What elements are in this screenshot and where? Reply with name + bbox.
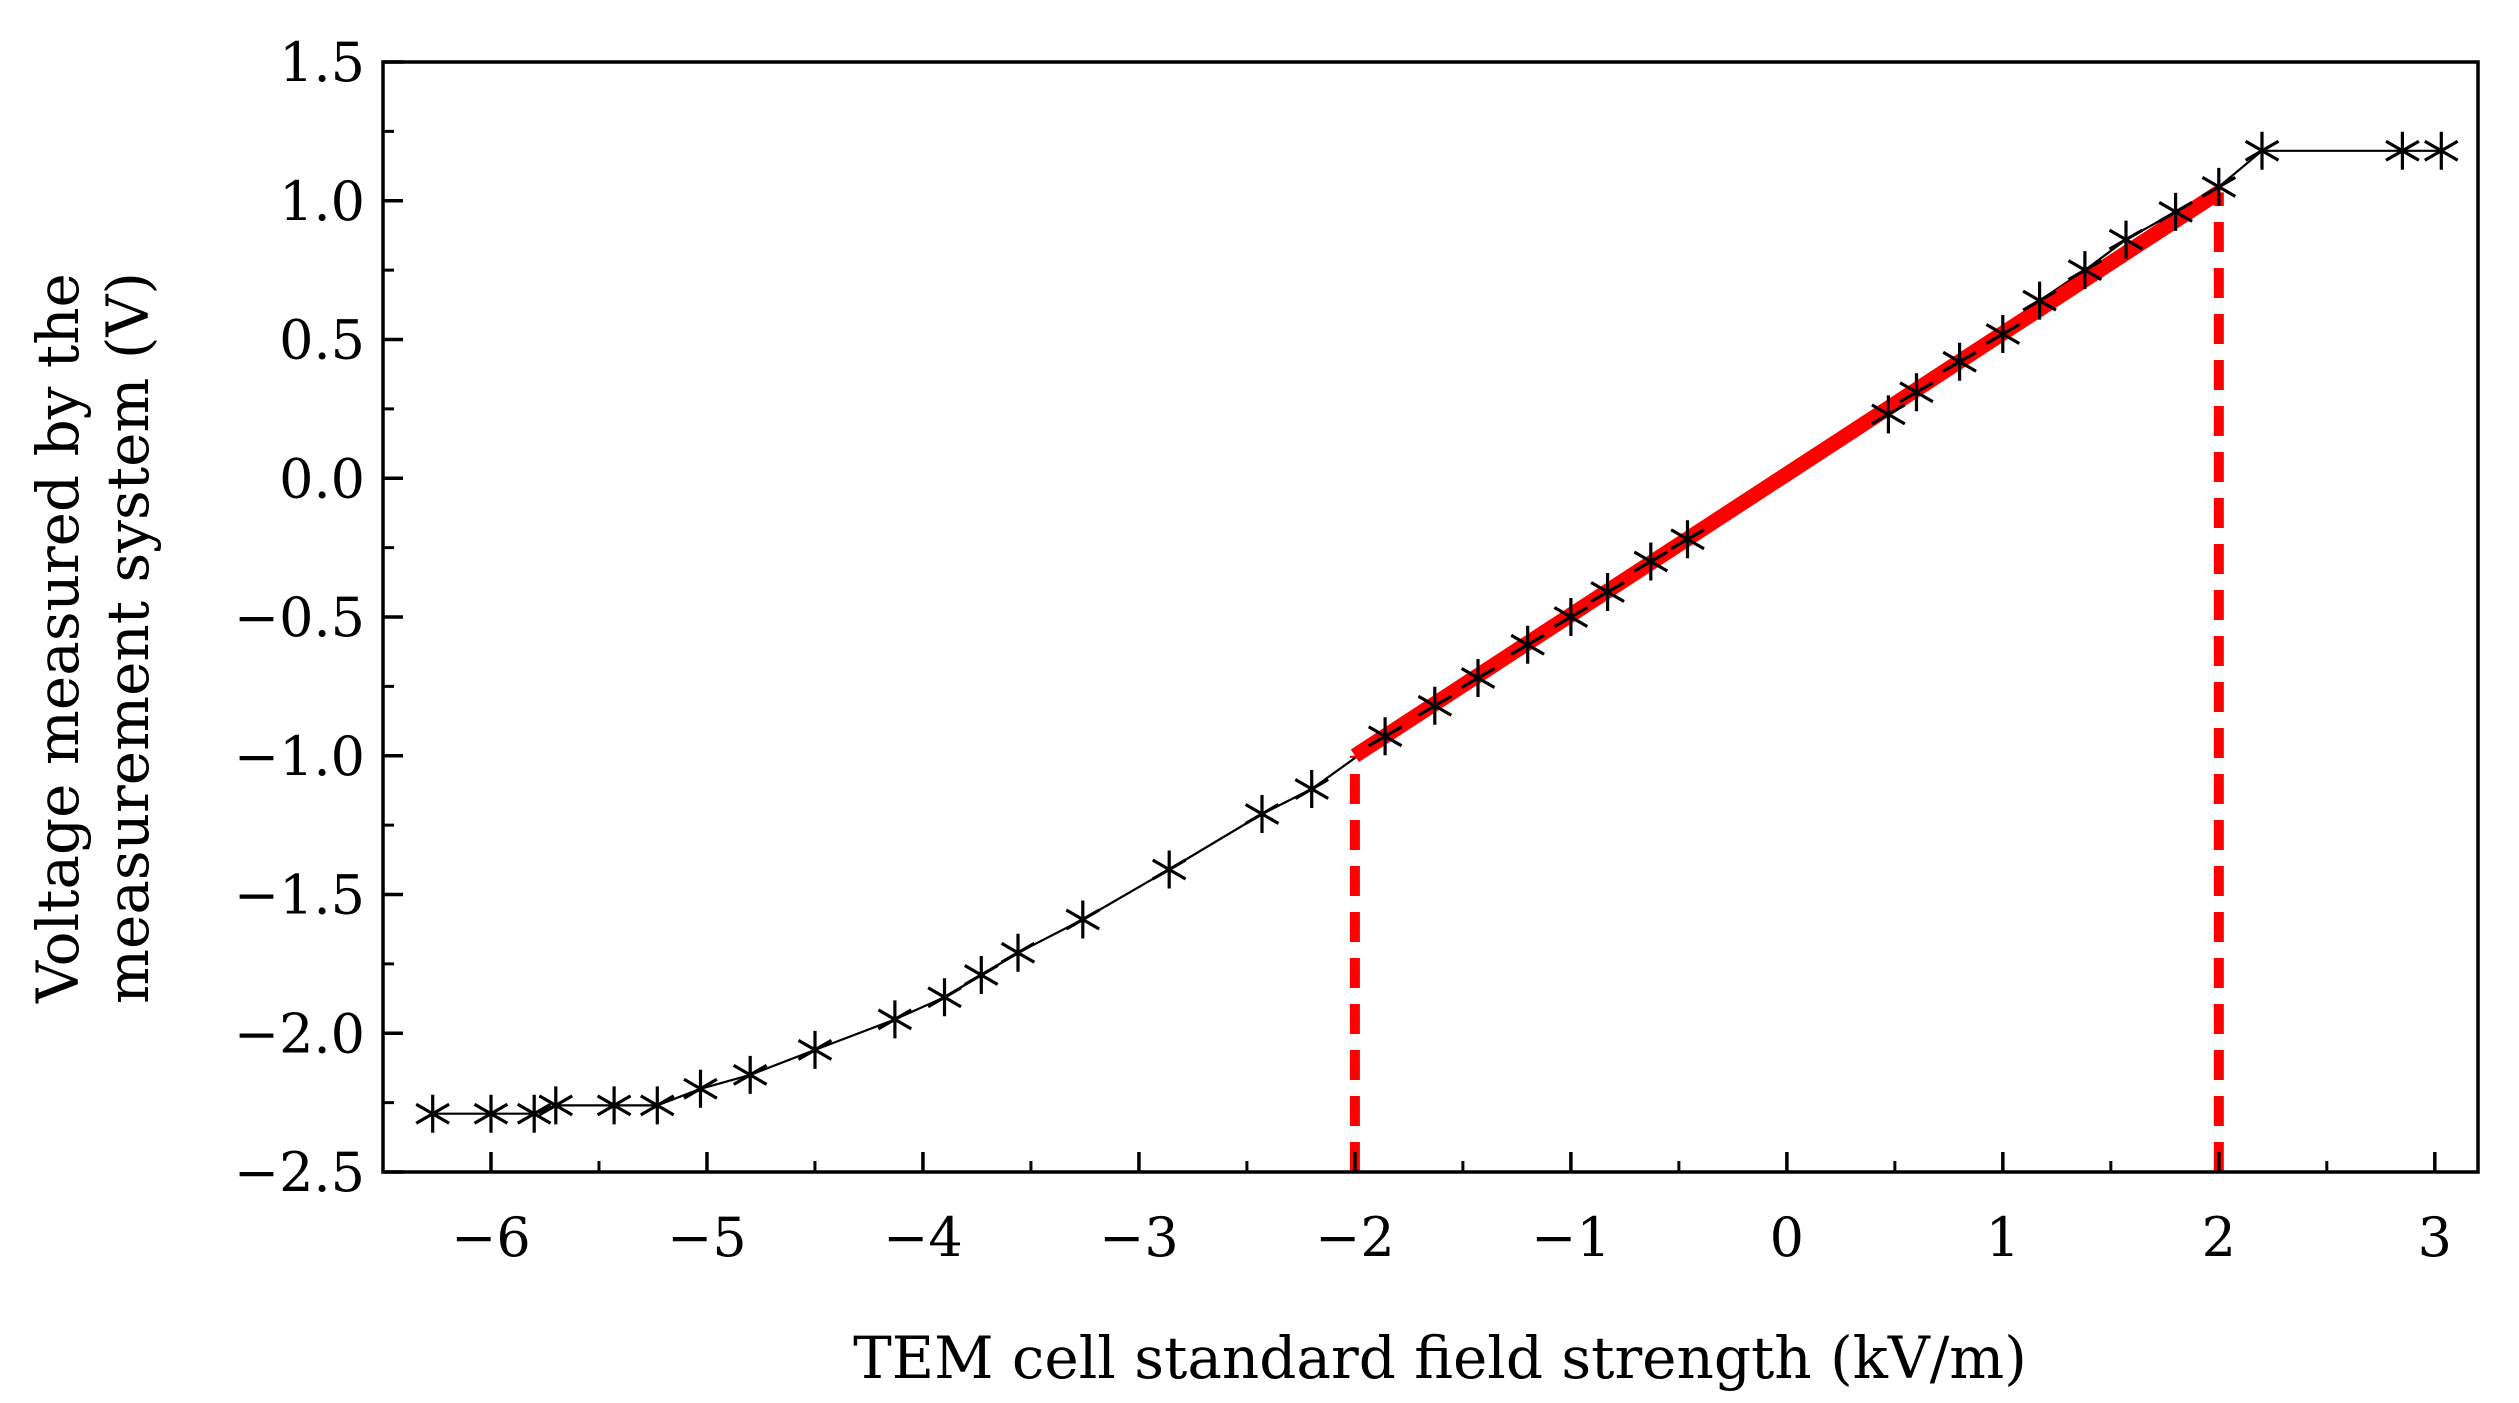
data-point xyxy=(683,1069,718,1108)
data-point xyxy=(1417,686,1453,725)
data-point xyxy=(1367,717,1403,756)
data-point xyxy=(797,1030,833,1069)
data-point xyxy=(927,978,962,1017)
y-axis-title-line-2: measurement system (V) xyxy=(94,272,162,1004)
x-tick-label: −6 xyxy=(451,1206,531,1269)
data-point xyxy=(877,1000,913,1039)
data-point xyxy=(1553,598,1589,636)
x-tick-label: 1 xyxy=(1986,1206,2020,1269)
data-point xyxy=(963,956,999,994)
data-point xyxy=(415,1094,450,1133)
data-point xyxy=(1985,315,2021,353)
x-tick-label: 2 xyxy=(2202,1206,2236,1269)
y-tick-label: 1.0 xyxy=(279,170,365,233)
y-tick-label: 0.0 xyxy=(279,447,365,510)
x-tick-label: 0 xyxy=(1770,1206,1804,1269)
y-tick-label: 1.5 xyxy=(279,31,365,94)
x-tick-label: −5 xyxy=(667,1206,747,1269)
y-tick-label: −0.5 xyxy=(234,586,365,649)
x-axis-title: TEM cell standard field strength (kV/m) xyxy=(853,1324,2027,1392)
data-point xyxy=(1899,373,1934,412)
data-point xyxy=(473,1094,509,1133)
data-point xyxy=(2201,167,2237,206)
x-tick-label: −4 xyxy=(883,1206,963,1269)
x-tick-label: −1 xyxy=(1531,1206,1611,1269)
data-point xyxy=(1151,850,1187,889)
y-tick-label: −1.5 xyxy=(234,864,365,927)
y-tick-label: −2.0 xyxy=(234,1002,365,1065)
data-point xyxy=(1000,933,1036,972)
data-point xyxy=(2108,220,2144,259)
data-point xyxy=(1942,342,1977,381)
data-point xyxy=(2022,281,2057,320)
data-point xyxy=(1065,900,1101,939)
data-point xyxy=(1633,542,1669,581)
data-point xyxy=(1460,659,1496,697)
data-point xyxy=(732,1055,768,1094)
y-tick-label: 0.5 xyxy=(279,309,365,372)
x-tick-label: 3 xyxy=(2418,1206,2452,1269)
x-tick-label: −3 xyxy=(1099,1206,1179,1269)
data-point xyxy=(1510,625,1545,664)
data-point xyxy=(2244,131,2280,170)
data-point xyxy=(2385,131,2420,170)
data-point xyxy=(1294,770,1330,808)
data-point xyxy=(1590,573,1625,611)
axes-layer: −6 −5 −4 −3 −2 −1 0 1 2 3 −2.5 −2.0 −1.5 −1.0 −0.5 0.0 0… xyxy=(234,31,2480,1269)
y-tick-label: −2.5 xyxy=(234,1141,365,1204)
data-point xyxy=(596,1086,632,1125)
data-point xyxy=(538,1086,574,1125)
data-point xyxy=(2067,251,2103,290)
linear-fit-line xyxy=(1350,186,2223,763)
data-point xyxy=(2423,131,2459,170)
data-point xyxy=(2158,192,2193,231)
data-point xyxy=(1670,520,1705,559)
data-point xyxy=(639,1086,675,1125)
data-layer xyxy=(415,131,2459,1172)
data-point xyxy=(516,1094,552,1133)
data-point xyxy=(1244,795,1280,833)
x-tick-label: −2 xyxy=(1315,1206,1395,1269)
y-tick-label: −1.0 xyxy=(234,725,365,788)
data-point xyxy=(1871,395,1906,434)
series-line xyxy=(432,149,2442,1115)
y-axis-title-line-1: Voltage measured by the xyxy=(24,273,92,1004)
